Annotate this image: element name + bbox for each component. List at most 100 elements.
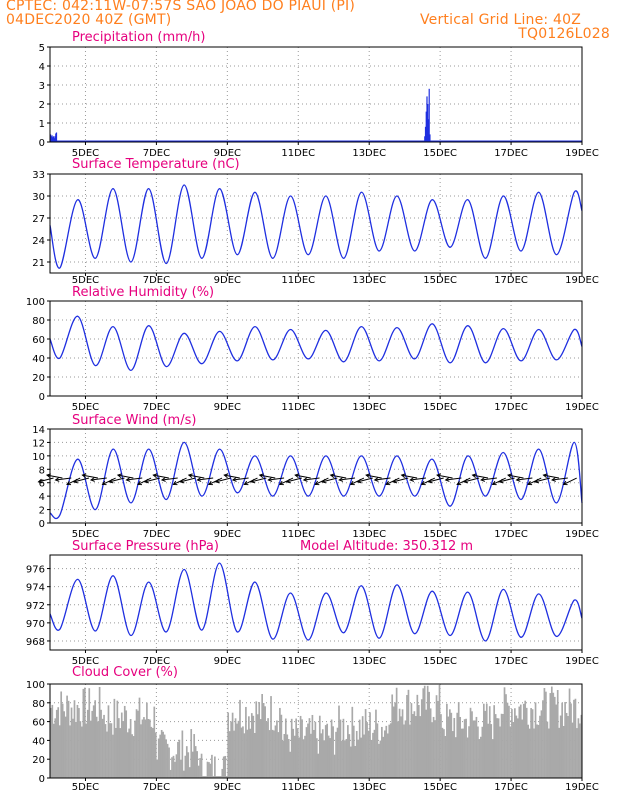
cloud-bar — [491, 739, 494, 778]
wind-vector-arrow — [251, 477, 267, 483]
cloud-xtick-label: 17DEC — [494, 782, 528, 793]
cloud-bar — [301, 719, 303, 778]
cloud-bar — [144, 719, 147, 778]
precip-bar — [51, 135, 53, 142]
cloud-bar — [506, 702, 509, 778]
wind-vector-arrowhead — [562, 480, 568, 486]
cloud-title: Cloud Cover (%) — [72, 665, 178, 680]
wind-vector-arrow — [73, 477, 90, 483]
cloud-bar — [270, 696, 272, 778]
cloud-bar — [462, 728, 464, 778]
wind-ytick-label: 14 — [32, 425, 45, 436]
cloud-bar — [460, 728, 463, 778]
cloud-bar — [488, 706, 491, 778]
cloud-bar — [310, 733, 312, 778]
precip-title: Precipitation (mm/h) — [72, 30, 205, 45]
wind-vector-arrow — [350, 477, 365, 485]
pres-subtitle: Model Altitude: 350.312 m — [300, 539, 473, 554]
rh-xtick-label: 5DEC — [72, 402, 99, 413]
cloud-bar — [416, 694, 419, 778]
cloud-bar — [435, 695, 438, 778]
cloud-bar — [209, 763, 212, 778]
pres-panel: 968 970 972 974 976 5DEC 7DEC 9DEC 11DEC 13DEC 15D… — [26, 539, 599, 667]
precip-xtick-label: 19DEC — [565, 148, 599, 159]
precip-bar — [55, 132, 58, 142]
cloud-bar — [372, 732, 374, 778]
wind-vector-arrowhead — [243, 480, 249, 486]
cloud-bar — [465, 718, 467, 778]
wind-vector-arrow — [82, 474, 98, 479]
precip-panel: 0 1 2 3 4 5 5DEC 7DEC 9DEC 11DEC 13DEC 15DEC 17DEC 19… — [39, 30, 599, 159]
precip-bar — [52, 137, 54, 142]
cloud-bar — [412, 714, 414, 778]
wind-vector-arrow — [180, 477, 196, 483]
wind-vector-arrow — [55, 477, 72, 481]
cloud-bar — [397, 721, 399, 778]
wind-vector-arrow — [436, 474, 453, 479]
precip-bar — [427, 119, 430, 142]
wind-ytick-label: 10 — [32, 452, 45, 463]
wind-frame — [49, 428, 583, 524]
cloud-bar — [394, 702, 396, 778]
cloud-bar — [166, 743, 169, 778]
cloud-bar — [193, 734, 196, 778]
cloud-bar — [160, 729, 163, 778]
cloud-bar — [389, 723, 392, 778]
cloud-bar — [252, 715, 255, 778]
cloud-bar — [406, 695, 408, 778]
temp-xtick-label: 17DEC — [494, 275, 528, 286]
wind-vector-arrowhead — [258, 473, 264, 479]
cloud-bar — [381, 726, 383, 778]
wind-vector-arrowhead — [108, 478, 114, 484]
temp-xtick-label: 13DEC — [352, 275, 386, 286]
cloud-bar — [245, 706, 247, 778]
cloud-xtick-label: 15DEC — [423, 782, 457, 793]
precip-bar — [50, 134, 52, 142]
cloud-bar — [540, 710, 543, 778]
wind-xtick-label: 11DEC — [281, 529, 315, 540]
cloud-bar — [379, 740, 382, 778]
cloud-bar — [94, 700, 97, 778]
cloud-bar — [410, 703, 413, 778]
cloud-bar — [438, 685, 441, 778]
cloud-bar — [187, 752, 190, 778]
precip-xtick-label: 11DEC — [281, 148, 315, 159]
cloud-bar — [484, 710, 487, 778]
wind-vector-arrowhead — [54, 477, 60, 482]
cloud-bar — [147, 718, 150, 778]
wind-vector-arrow — [456, 477, 471, 485]
cloud-bar — [89, 720, 92, 778]
pres-xtick-label: 17DEC — [494, 656, 528, 667]
cloud-bar — [304, 735, 306, 778]
cloud-bar — [248, 716, 250, 778]
cloud-bar — [441, 727, 444, 778]
cloud-bar — [69, 725, 71, 778]
cloud-bar — [360, 737, 363, 778]
temp-xtick-label: 7DEC — [143, 275, 170, 286]
cloud-bar — [61, 703, 64, 778]
wind-xtick-label: 7DEC — [143, 529, 170, 540]
pres-ytick-label: 974 — [26, 583, 45, 594]
cloud-bar — [425, 709, 428, 778]
pres-xtick-label: 9DEC — [214, 656, 241, 667]
cloud-bar — [321, 729, 324, 778]
wind-vector-arrowhead — [436, 473, 442, 479]
wind-vector-arrowhead — [37, 478, 43, 484]
wind-vector-arrow — [232, 477, 249, 481]
cloud-ytick-label: 100 — [26, 680, 45, 691]
cloud-bar — [128, 728, 130, 778]
cloud-bar — [505, 694, 507, 778]
cloud-bar — [180, 759, 182, 778]
pres-title: Surface Pressure (hPa) — [72, 539, 219, 554]
cloud-ytick-label: 80 — [32, 699, 45, 710]
cloud-bar — [493, 705, 496, 778]
cloud-bar — [485, 703, 488, 778]
cloud-bar — [242, 726, 244, 778]
cloud-bar — [487, 723, 490, 778]
precip-bar — [425, 111, 427, 142]
wind-vector-arrowhead — [231, 477, 237, 482]
cloud-bar — [103, 714, 105, 778]
cloud-bar — [146, 702, 148, 778]
cloud-bar — [534, 702, 537, 778]
